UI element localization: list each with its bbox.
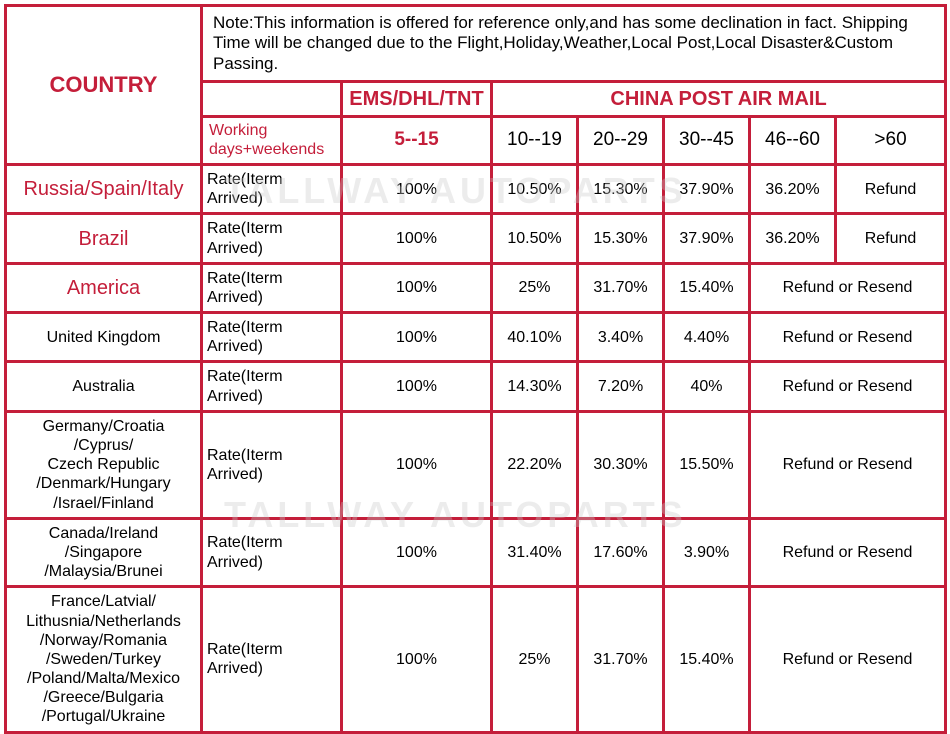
ems-value: 100%: [342, 362, 492, 411]
shipping-table: COUNTRYNote:This information is offered …: [4, 4, 947, 734]
rate-label: Rate(Iterm Arrived): [202, 411, 342, 518]
range-header: >60: [836, 117, 946, 165]
ems-value: 100%: [342, 411, 492, 518]
range-header: 46--60: [750, 117, 836, 165]
rate-label: Rate(Iterm Arrived): [202, 587, 342, 732]
refund-value: Refund or Resend: [750, 362, 946, 411]
rate-value: 25%: [492, 263, 578, 312]
rate-value: 40.10%: [492, 313, 578, 362]
working-days-header: Working days+weekends: [202, 117, 342, 165]
refund-value: Refund or Resend: [750, 313, 946, 362]
refund-value: Refund or Resend: [750, 411, 946, 518]
rate-label: Rate(Iterm Arrived): [202, 313, 342, 362]
shipping-table-wrap: COUNTRYNote:This information is offered …: [4, 4, 946, 734]
rate-value: 36.20%: [750, 214, 836, 263]
rate-value: 15.30%: [578, 164, 664, 213]
refund-value: Refund or Resend: [750, 263, 946, 312]
rate-value: 22.20%: [492, 411, 578, 518]
rate-value: 10.50%: [492, 164, 578, 213]
refund-value: Refund or Resend: [750, 587, 946, 732]
rate-value: Refund: [836, 164, 946, 213]
chinapost-header: CHINA POST AIR MAIL: [492, 82, 946, 117]
range-header: 5--15: [342, 117, 492, 165]
rate-value: 14.30%: [492, 362, 578, 411]
rate-value: 4.40%: [664, 313, 750, 362]
blank-cell: [202, 82, 342, 117]
rate-value: 3.90%: [664, 518, 750, 587]
country-name: Russia/Spain/Italy: [6, 164, 202, 213]
country-name: France/Latvial/Lithusnia/Netherlands/Nor…: [6, 587, 202, 732]
rate-value: 25%: [492, 587, 578, 732]
ems-value: 100%: [342, 313, 492, 362]
country-name: Brazil: [6, 214, 202, 263]
rate-value: 15.50%: [664, 411, 750, 518]
refund-value: Refund or Resend: [750, 518, 946, 587]
rate-label: Rate(Iterm Arrived): [202, 214, 342, 263]
rate-value: 15.30%: [578, 214, 664, 263]
country-name: America: [6, 263, 202, 312]
range-header: 30--45: [664, 117, 750, 165]
ems-value: 100%: [342, 587, 492, 732]
rate-value: 15.40%: [664, 263, 750, 312]
ems-value: 100%: [342, 263, 492, 312]
country-name: Germany/Croatia/Cyprus/Czech Republic/De…: [6, 411, 202, 518]
ems-value: 100%: [342, 214, 492, 263]
note-text: Note:This information is offered for ref…: [202, 6, 946, 82]
rate-value: Refund: [836, 214, 946, 263]
ems-value: 100%: [342, 164, 492, 213]
country-name: Australia: [6, 362, 202, 411]
rate-label: Rate(Iterm Arrived): [202, 362, 342, 411]
rate-label: Rate(Iterm Arrived): [202, 263, 342, 312]
rate-value: 30.30%: [578, 411, 664, 518]
rate-value: 37.90%: [664, 214, 750, 263]
rate-value: 31.70%: [578, 587, 664, 732]
rate-value: 31.70%: [578, 263, 664, 312]
rate-value: 36.20%: [750, 164, 836, 213]
rate-value: 15.40%: [664, 587, 750, 732]
rate-label: Rate(Iterm Arrived): [202, 518, 342, 587]
rate-value: 17.60%: [578, 518, 664, 587]
country-name: Canada/Ireland/Singapore/Malaysia/Brunei: [6, 518, 202, 587]
ems-value: 100%: [342, 518, 492, 587]
rate-value: 10.50%: [492, 214, 578, 263]
ems-header: EMS/DHL/TNT: [342, 82, 492, 117]
rate-value: 3.40%: [578, 313, 664, 362]
rate-value: 31.40%: [492, 518, 578, 587]
rate-value: 40%: [664, 362, 750, 411]
rate-label: Rate(Iterm Arrived): [202, 164, 342, 213]
rate-value: 7.20%: [578, 362, 664, 411]
country-name: United Kingdom: [6, 313, 202, 362]
range-header: 20--29: [578, 117, 664, 165]
country-header: COUNTRY: [6, 6, 202, 165]
range-header: 10--19: [492, 117, 578, 165]
rate-value: 37.90%: [664, 164, 750, 213]
